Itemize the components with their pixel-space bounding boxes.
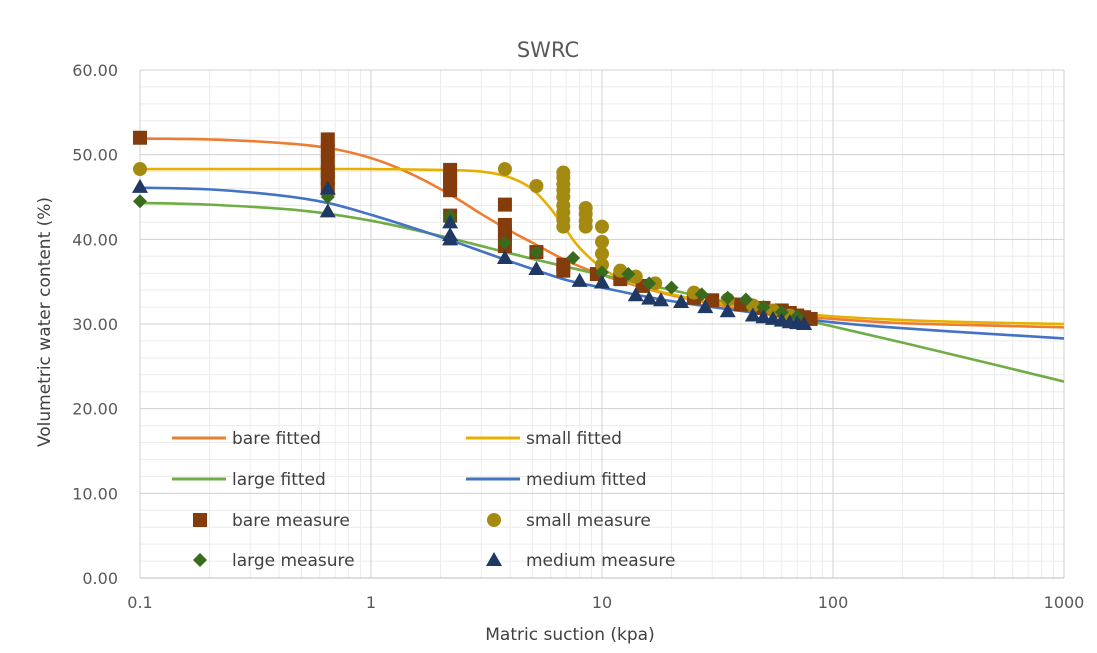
major-gridlines [139,69,1065,579]
data-point [556,219,571,234]
data-point [796,316,813,330]
y-axis-title: Volumetric water content (%) [35,197,55,447]
data-point [595,219,609,234]
y-tick-labels: 0.00 10.00 20.00 30.00 40.00 50.00 60.00 [72,61,118,588]
y-tick-label: 40.00 [72,230,118,249]
y-tick-label: 10.00 [72,484,118,503]
data-point [720,290,735,305]
data-point [529,178,544,193]
data-point [595,257,609,272]
legend-label: large fitted [232,470,326,490]
x-tick-labels: 0.1 1 10 100 1000 [127,593,1084,612]
measured-points [132,130,818,330]
x-tick-label: 1 [366,593,376,612]
data-point [664,280,679,295]
legend-label: large measure [232,551,355,571]
data-point [497,162,512,177]
legend-item-bare-fitted: bare fitted [172,429,321,449]
x-tick-label: 10 [592,593,612,612]
data-point [319,203,336,218]
data-point [594,274,610,289]
data-point [627,287,644,302]
data-point [496,249,513,264]
legend-item-medium-measure: medium measure [486,551,675,571]
y-tick-label: 50.00 [72,146,118,165]
data-point [641,290,658,305]
series-markers-medium-measure [132,178,813,330]
legend-label: medium measure [526,551,675,571]
x-axis-title: Matric suction (kpa) [485,625,654,645]
y-tick-label: 60.00 [72,61,118,80]
data-point [528,260,545,275]
y-tick-label: 30.00 [72,315,118,334]
data-point [556,263,571,278]
data-point [529,245,544,260]
data-point [774,305,789,320]
data-point [319,180,336,195]
data-point [320,143,335,158]
legend-swatch [487,513,501,527]
data-point [756,300,771,315]
y-tick-label: 0.00 [82,569,118,588]
data-point [697,299,714,314]
data-point [133,162,147,177]
data-point [442,214,459,229]
legend-label: small fitted [526,429,622,449]
data-point [719,303,736,318]
x-tick-label: 100 [818,593,849,612]
data-point [442,231,459,246]
data-point [595,246,609,261]
data-point [443,183,458,198]
data-point [133,130,147,145]
data-point [595,265,609,280]
legend-item-small-measure: small measure [487,511,651,531]
series-markers-small-measure [133,162,797,323]
legend-label: small measure [526,511,651,531]
data-point [738,292,753,307]
legend-swatch [486,552,502,566]
data-point [621,267,636,282]
legend-item-large-measure: large measure [193,551,355,571]
data-point [595,234,609,249]
legend-item-medium-fitted: medium fitted [466,470,647,490]
legend-label: bare fitted [232,429,321,449]
legend-item-small-fitted: small fitted [466,429,622,449]
data-point [652,292,669,307]
data-point [642,276,657,291]
legend-label: medium fitted [526,470,647,490]
legend-item-bare-measure: bare measure [193,511,350,531]
legend-swatch [193,553,207,567]
x-tick-label: 0.1 [127,593,152,612]
data-point [497,197,512,212]
legend: bare fitted small fitted large fitted mediu… [172,429,675,571]
legend-label: bare measure [232,511,350,531]
y-tick-label: 20.00 [72,400,118,419]
data-point [571,272,588,287]
legend-item-large-fitted: large fitted [172,470,326,490]
legend-swatch [193,513,207,527]
data-point [497,235,512,250]
data-point [133,194,147,209]
data-point [694,287,709,302]
data-point [755,309,772,324]
data-point [566,250,581,265]
data-point [578,219,593,234]
x-tick-label: 1000 [1044,593,1085,612]
data-point [132,178,148,193]
chart-title: SWRC [517,38,579,62]
data-point [673,293,690,308]
data-point [320,132,335,147]
data-point [744,307,761,322]
data-point [705,293,720,308]
